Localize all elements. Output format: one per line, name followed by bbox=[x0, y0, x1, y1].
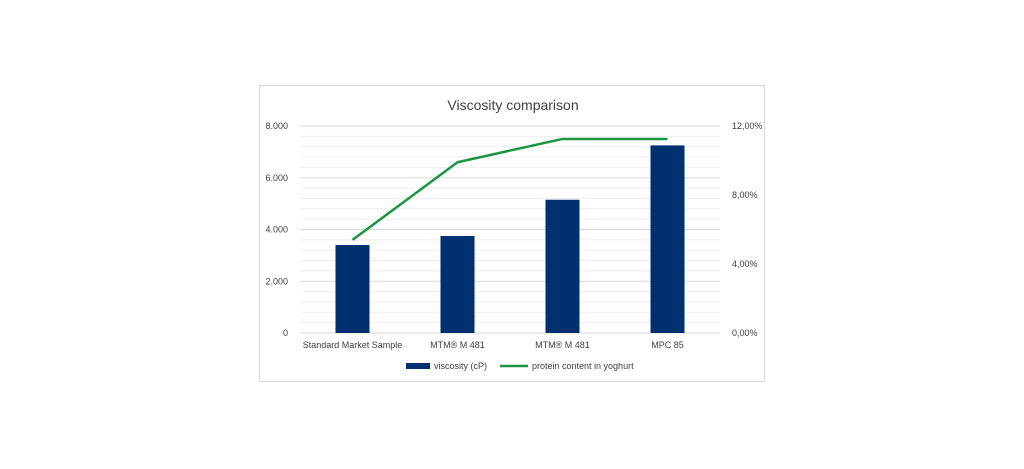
bar-viscosity bbox=[650, 145, 685, 333]
right-tick-label: 8,00% bbox=[732, 190, 758, 200]
chart-frame: Viscosity comparison 0 2.000 4.000 6.000 8.0… bbox=[259, 85, 765, 382]
line-layer bbox=[351, 137, 668, 241]
legend: viscosity (cP) protein content in yoghur… bbox=[406, 361, 634, 371]
x-tick-label: Standard Market Sample bbox=[303, 340, 403, 350]
chart-svg: Viscosity comparison 0 2.000 4.000 6.000 8.0… bbox=[265, 97, 763, 371]
chart-title: Viscosity comparison bbox=[447, 97, 578, 113]
legend-label-viscosity: viscosity (cP) bbox=[434, 361, 487, 371]
bars bbox=[335, 145, 685, 333]
left-axis-ticks: 0 2.000 4.000 6.000 8.000 bbox=[265, 121, 288, 338]
x-tick-label: MTM® M 481 bbox=[535, 340, 590, 350]
right-tick-label: 0,00% bbox=[732, 328, 758, 338]
left-tick-label: 6.000 bbox=[265, 173, 288, 183]
x-tick-label: MPC 85 bbox=[651, 340, 684, 350]
left-tick-label: 2.000 bbox=[265, 276, 288, 286]
bar-viscosity bbox=[335, 245, 370, 333]
left-tick-label: 8.000 bbox=[265, 121, 288, 131]
legend-label-protein: protein content in yoghurt bbox=[532, 361, 634, 371]
left-tick-label: 0 bbox=[283, 328, 288, 338]
line-protein-content bbox=[351, 137, 668, 241]
right-axis-ticks: 0,00% 4,00% 8,00% 12,00% bbox=[732, 121, 763, 338]
bar-viscosity bbox=[440, 235, 475, 333]
gridlines bbox=[300, 125, 720, 334]
right-tick-label: 12,00% bbox=[732, 121, 763, 131]
left-tick-label: 4.000 bbox=[265, 225, 288, 235]
legend-swatch-viscosity bbox=[406, 363, 430, 369]
right-tick-label: 4,00% bbox=[732, 259, 758, 269]
x-tick-label: MTM® M 481 bbox=[430, 340, 485, 350]
x-axis-ticks: Standard Market Sample MTM® M 481 MTM® M 4… bbox=[303, 340, 684, 350]
bar-viscosity bbox=[545, 199, 580, 333]
